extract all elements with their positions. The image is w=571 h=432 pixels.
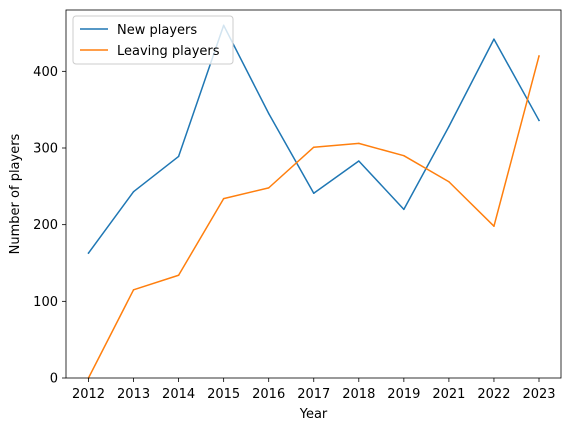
data-point-new-players-2019 (403, 208, 405, 211)
x-tick-label: 2022 (477, 387, 510, 402)
legend-label-new-players: New players (117, 23, 197, 38)
legend: New players Leaving players (72, 15, 234, 65)
legend-label-leaving-players: Leaving players (117, 44, 220, 59)
data-point-leaving-players-2018 (358, 142, 360, 145)
x-tick-label: 2012 (72, 387, 105, 402)
data-point-new-players-2014 (177, 155, 180, 158)
data-point-new-players-2016 (267, 112, 270, 115)
data-point-new-players-2017 (313, 192, 315, 194)
x-tick-label: 2021 (432, 387, 465, 402)
data-point-leaving-players-2014 (177, 274, 180, 277)
x-tick-label: 2013 (117, 387, 150, 402)
y-tick-label: 100 (33, 295, 58, 310)
y-tick-label: 300 (33, 142, 58, 157)
data-point-new-players-2021 (448, 125, 450, 128)
data-point-leaving-players-2022 (493, 225, 495, 227)
x-tick-label: 2018 (342, 387, 375, 402)
data-point-leaving-players-2013 (132, 289, 135, 291)
x-tick-label: 2017 (297, 387, 330, 402)
series-new-players (87, 24, 541, 255)
y-axis-ticks: 0 100 200 300 400 (33, 65, 66, 387)
data-point-new-players-2023 (538, 119, 540, 122)
y-tick-label: 0 (50, 372, 58, 387)
x-axis-label: Year (299, 407, 328, 422)
data-point-new-players-2018 (358, 160, 360, 162)
data-point-leaving-players-2017 (313, 146, 315, 148)
x-tick-label: 2015 (207, 387, 240, 402)
legend-frame (72, 15, 234, 65)
x-tick-label: 2023 (522, 387, 555, 402)
data-point-leaving-players-2019 (403, 154, 405, 157)
x-axis-ticks: 2012 2013 2014 2015 2016 2017 2018 2019 2021 2022… (72, 378, 556, 402)
data-point-leaving-players-2016 (267, 187, 270, 189)
data-point-leaving-players-2015 (222, 197, 225, 200)
data-point-new-players-2012 (87, 252, 90, 254)
x-tick-label: 2019 (387, 387, 420, 402)
data-point-leaving-players-2021 (448, 180, 450, 183)
data-point-leaving-players-2023 (538, 55, 540, 57)
data-point-new-players-2022 (493, 38, 495, 40)
series-layer (87, 24, 541, 380)
y-axis-label: Number of players (8, 133, 23, 254)
y-tick-label: 400 (33, 65, 58, 80)
x-tick-label: 2016 (252, 387, 285, 402)
y-tick-label: 200 (33, 218, 58, 233)
x-tick-label: 2014 (162, 387, 195, 402)
data-point-new-players-2013 (132, 190, 135, 193)
